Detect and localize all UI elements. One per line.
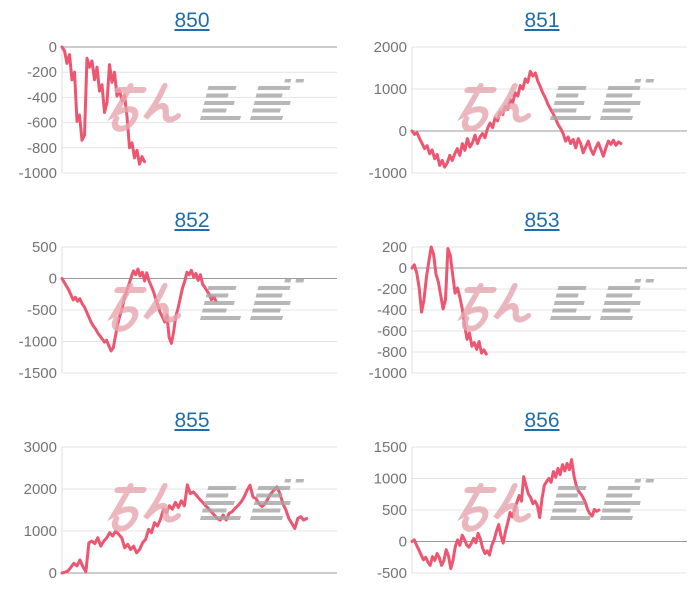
line-chart-853: 200 0 -200 -400 -600 -800 -1000 — [369, 239, 687, 382]
machine-number-link[interactable]: 855 — [174, 409, 210, 432]
chart-cell-852: 852 500 0 -500 -1000 -1500 — [0, 200, 350, 400]
y-tick-label: -600 — [377, 323, 407, 340]
chart-cell-853: 853 200 0 -200 -400 -600 -800 -1000 — [350, 200, 700, 400]
watermark-text-gray — [550, 479, 655, 520]
data-line — [60, 267, 218, 353]
chart-title: 852 — [34, 209, 350, 232]
data-line — [410, 458, 601, 571]
y-tick-label: 1000 — [374, 81, 407, 98]
y-tick-label: 1000 — [24, 523, 57, 540]
minrepo-watermark — [107, 479, 305, 532]
y-tick-label: 0 — [49, 271, 57, 288]
minrepo-watermark — [107, 79, 305, 132]
watermark-text-pink — [107, 83, 182, 132]
line-chart-856: 1500 1000 500 0 -500 — [374, 439, 687, 582]
minrepo-watermark — [457, 479, 655, 532]
y-tick-label: 0 — [49, 39, 57, 56]
y-tick-label: -400 — [377, 302, 407, 319]
chart-cell-850: 850 0 -200 -400 -600 -800 -1000 — [0, 0, 350, 200]
machine-number-link[interactable]: 856 — [524, 409, 560, 432]
y-tick-label: -800 — [377, 344, 407, 361]
watermark-text-pink — [457, 283, 532, 332]
chart-title: 855 — [34, 409, 350, 432]
chart-title: 851 — [384, 9, 700, 32]
y-tick-label: 3000 — [24, 439, 57, 456]
y-tick-label: 200 — [382, 239, 407, 256]
y-tick-label: -1000 — [19, 165, 57, 182]
line-chart-855: 3000 2000 1000 0 — [24, 439, 337, 582]
y-tick-label: 500 — [382, 502, 407, 519]
watermark-text-gray — [200, 479, 305, 520]
y-tick-label: -1000 — [369, 365, 407, 382]
data-line — [410, 69, 623, 169]
line-chart-852: 500 0 -500 -1000 -1500 — [19, 239, 337, 382]
data-line — [60, 483, 309, 575]
y-tick-label: 1500 — [374, 439, 407, 456]
y-tick-label: 2000 — [374, 39, 407, 56]
y-tick-label: -1000 — [369, 165, 407, 182]
watermark-text-pink — [457, 483, 532, 532]
y-tick-label: 500 — [32, 239, 57, 256]
minrepo-watermark — [457, 279, 655, 332]
line-chart-850: 0 -200 -400 -600 -800 -1000 — [19, 39, 337, 182]
chart-title: 856 — [384, 409, 700, 432]
y-tick-label: -1000 — [19, 334, 57, 351]
line-chart-851: 2000 1000 0 -1000 — [369, 39, 687, 182]
y-tick-label: -500 — [377, 565, 407, 582]
y-tick-label: -500 — [27, 302, 57, 319]
y-tick-label: -600 — [27, 115, 57, 132]
watermark-text-gray — [550, 79, 655, 120]
y-tick-label: 0 — [49, 565, 57, 582]
watermark-text-pink — [107, 283, 182, 332]
machine-number-link[interactable]: 853 — [524, 209, 560, 232]
y-tick-label: 0 — [399, 534, 407, 551]
y-tick-label: 1000 — [374, 471, 407, 488]
y-tick-label: -1500 — [19, 365, 57, 382]
y-tick-label: -200 — [377, 281, 407, 298]
chart-cell-851: 851 2000 1000 0 -1000 — [350, 0, 700, 200]
chart-cell-855: 855 3000 2000 1000 0 — [0, 400, 350, 600]
watermark-text-pink — [107, 483, 182, 532]
machine-number-link[interactable]: 851 — [524, 9, 560, 32]
y-tick-label: 2000 — [24, 481, 57, 498]
y-tick-label: -400 — [27, 89, 57, 106]
watermark-text-gray — [200, 279, 305, 320]
machine-number-link[interactable]: 852 — [174, 209, 210, 232]
data-line — [410, 245, 488, 356]
chart-title: 850 — [34, 9, 350, 32]
watermark-text-pink — [457, 83, 532, 132]
y-tick-label: 0 — [399, 123, 407, 140]
chart-title: 853 — [384, 209, 700, 232]
data-line — [60, 45, 146, 166]
machine-number-link[interactable]: 850 — [174, 9, 210, 32]
chart-cell-856: 856 1500 1000 500 0 -500 — [350, 400, 700, 600]
y-tick-label: -200 — [27, 64, 57, 81]
y-tick-label: 0 — [399, 260, 407, 277]
minrepo-watermark — [457, 79, 655, 132]
minrepo-watermark — [107, 279, 305, 332]
watermark-text-gray — [200, 79, 305, 120]
watermark-text-gray — [550, 279, 655, 320]
y-tick-label: -800 — [27, 140, 57, 157]
